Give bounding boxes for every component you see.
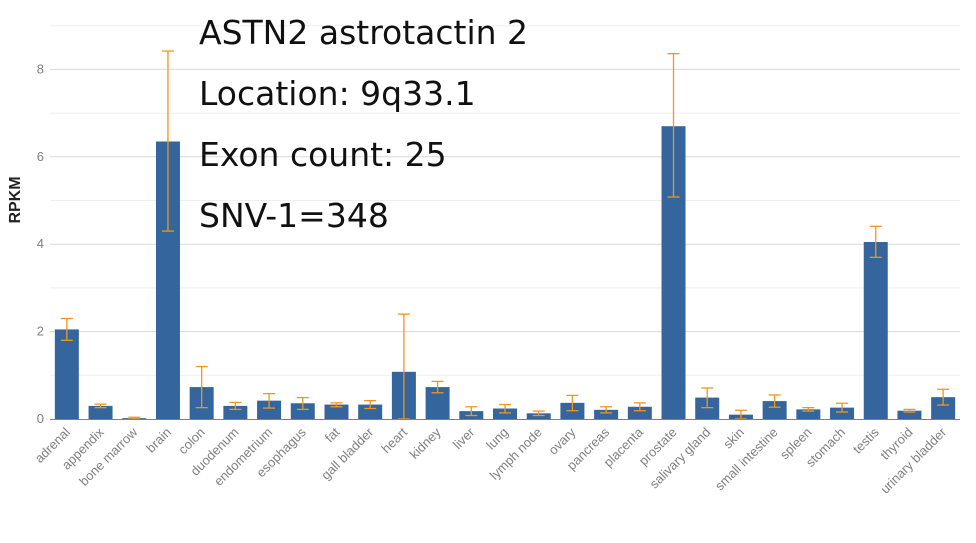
y-tick-label: 6 xyxy=(37,149,44,164)
error-bar-fat xyxy=(330,402,343,408)
error-bar-thyroid xyxy=(903,408,916,413)
error-bar-esophagus xyxy=(296,396,309,411)
error-bar-testis xyxy=(869,225,882,258)
bar-endometrium xyxy=(257,400,282,419)
gene-title: ASTN2 astrotactin 2 xyxy=(199,13,529,52)
error-bar-adrenal xyxy=(60,317,73,341)
error-bar-lung xyxy=(499,403,511,414)
gene-snv: SNV-1=348 xyxy=(199,196,389,235)
error-bar-salivary-gland xyxy=(701,387,714,409)
x-tick-label: kidney xyxy=(407,424,445,462)
y-axis-ticks: 0 2 4 6 8 xyxy=(37,61,44,426)
bar-pancreas xyxy=(594,409,619,419)
bar-lung xyxy=(493,408,517,419)
error-bar-urinary-bladder xyxy=(937,388,950,406)
x-tick-label: brain xyxy=(143,425,174,456)
x-tick-label: lung xyxy=(483,425,511,453)
bar-lymph-node xyxy=(526,413,551,419)
gene-exon-count: Exon count: 25 xyxy=(199,135,447,174)
error-bar-small-intestine xyxy=(768,394,781,408)
bar-appendix xyxy=(88,405,113,419)
bar-testis xyxy=(863,242,888,419)
y-tick-label: 8 xyxy=(37,61,44,76)
error-bar-brain xyxy=(161,50,174,232)
bar-esophagus xyxy=(290,403,315,419)
error-bar-liver xyxy=(465,406,478,417)
error-bar-kidney xyxy=(431,380,444,394)
error-bar-ovary xyxy=(566,394,579,412)
error-bar-appendix xyxy=(94,403,107,409)
y-tick-label: 2 xyxy=(37,324,44,339)
bar-fat xyxy=(324,404,349,419)
gene-location: Location: 9q33.1 xyxy=(199,74,476,113)
bar-spleen xyxy=(796,409,821,419)
error-bar-duodenum xyxy=(229,401,242,411)
y-tick-label: 0 xyxy=(37,411,44,426)
y-axis-title: RPKM xyxy=(7,176,24,223)
y-tick-label: 4 xyxy=(37,236,44,251)
bar-thyroid xyxy=(897,410,922,419)
bar-urinary-bladder xyxy=(931,397,956,419)
bar-small-intestine xyxy=(762,401,787,419)
error-bar-prostate xyxy=(667,53,680,198)
bars xyxy=(54,126,956,420)
error-bar-placenta xyxy=(633,402,646,412)
x-tick-label: liver xyxy=(450,424,478,452)
bar-adrenal xyxy=(54,329,79,419)
error-bar-gall-bladder xyxy=(364,399,377,410)
error-bar-colon xyxy=(195,365,208,409)
error-bar-endometrium xyxy=(263,393,276,409)
x-tick-label: skin xyxy=(720,425,747,452)
bar-placenta xyxy=(627,406,652,419)
bar-salivary-gland xyxy=(695,397,720,419)
error-bar-lymph-node xyxy=(532,410,545,417)
x-tick-label: fat xyxy=(322,424,343,445)
error-bars xyxy=(60,50,950,420)
error-bar-spleen xyxy=(802,406,815,412)
error-bar-pancreas xyxy=(600,406,613,414)
gridlines xyxy=(50,25,960,376)
error-bar-stomach xyxy=(836,402,849,413)
bar-stomach xyxy=(830,407,855,419)
